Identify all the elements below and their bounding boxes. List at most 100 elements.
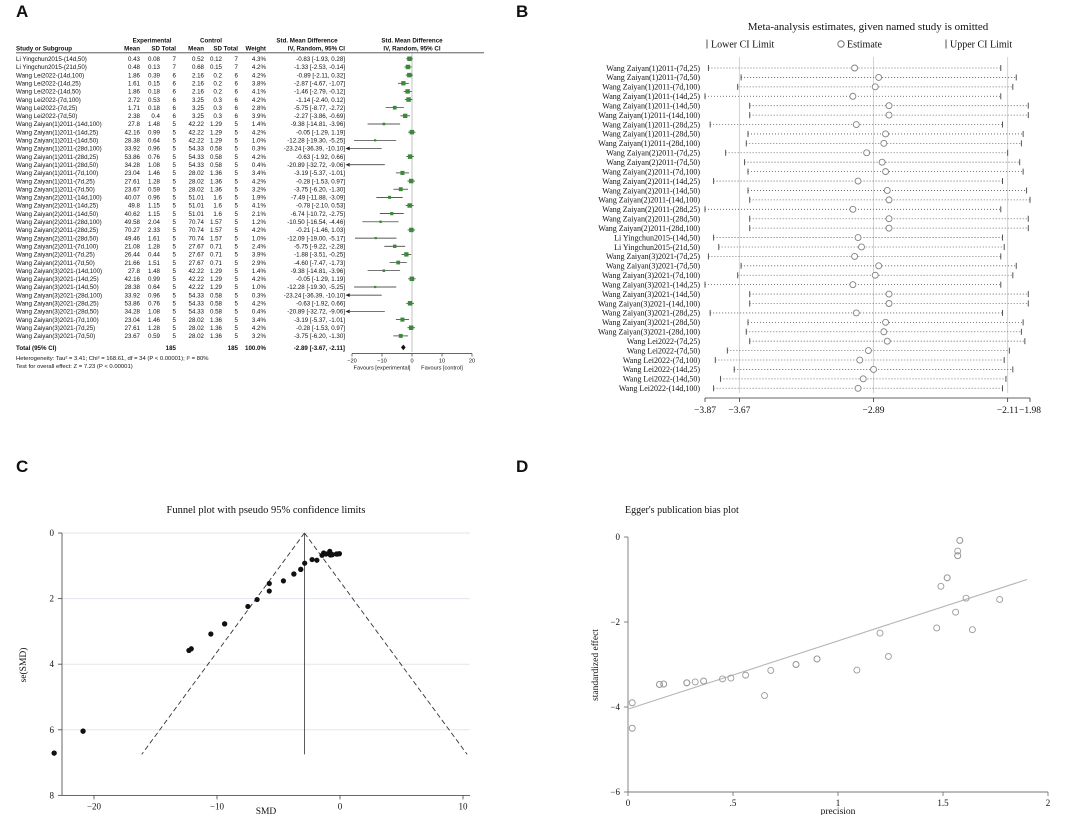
study-cell: 70.74 — [189, 235, 205, 242]
loo-estimate — [852, 309, 860, 317]
study-cell: 1.4% — [252, 121, 267, 128]
study-cell: 5 — [235, 195, 239, 202]
study-cell: 5 — [173, 211, 177, 218]
study-name: Wang Zaiyan(2)2011-(28d,50) — [16, 235, 98, 242]
study-cell: 27.67 — [189, 243, 205, 250]
study-cell: 33.92 — [125, 292, 141, 299]
col-header: SD — [151, 46, 160, 53]
effect-square — [382, 269, 386, 273]
funnel-point — [51, 750, 57, 756]
study-name: Wang Zaiyan(3)2021-(14d,25) — [16, 276, 99, 283]
study-cell: 4.2% — [252, 276, 267, 283]
study-cell: 6 — [173, 72, 177, 79]
loo-study-label: Wang Zaiyan(2)2011-(28d,50) — [602, 215, 700, 224]
study-cell: 5 — [235, 170, 239, 177]
x-tick-label: 10 — [439, 359, 445, 365]
effect-square — [400, 170, 405, 175]
study-cell: 40.07 — [125, 195, 141, 202]
study-cell: 6 — [235, 72, 239, 79]
y-axis-label: standardized effect — [590, 629, 601, 701]
x-tick-label: 1 — [836, 798, 841, 808]
y-tick-label: 0 — [50, 528, 55, 538]
loo-study-label: Wang Zaiyan(1)2011-(14d,50) — [602, 101, 700, 110]
study-cell: -12.28 [-19.30, -5.25] — [287, 138, 345, 145]
study-cell: 42.22 — [189, 284, 205, 291]
study-cell: 4.2% — [252, 97, 267, 104]
regression-line — [627, 578, 1028, 710]
effect-square — [374, 139, 377, 142]
effect-square — [405, 89, 410, 94]
study-cell: 5 — [173, 292, 177, 299]
study-cell: 0.64 — [148, 138, 161, 145]
study-cell: 6 — [235, 113, 239, 120]
study-cell: -12.09 [-19.00, -5.17] — [287, 235, 345, 242]
egger-point — [683, 679, 691, 687]
study-cell: -3.19 [-5.37, -1.01] — [294, 317, 345, 324]
study-cell: -5.75 [-9.22, -2.28] — [294, 243, 345, 250]
study-cell: 0.3% — [252, 292, 267, 299]
study-cell: 5 — [235, 268, 239, 275]
study-cell: 5 — [173, 178, 177, 185]
study-cell: -2.27 [-3.86, -0.69] — [294, 113, 345, 120]
study-cell: 0.71 — [210, 252, 223, 259]
x-tick-label: 0 — [338, 801, 343, 811]
effect-square — [400, 317, 405, 322]
x-tick-label: −3.87 — [694, 406, 716, 416]
study-cell: 0.58 — [210, 154, 223, 161]
study-cell: 5 — [235, 260, 239, 267]
study-cell: 3.2% — [252, 333, 267, 340]
overall-effect-text: Test for overall effect: Z = 7.23 (P < 0… — [16, 364, 133, 370]
study-cell: -3.75 [-6.20, -1.30] — [294, 333, 345, 340]
x-tick-label: 10 — [459, 801, 469, 811]
study-cell: 28.38 — [125, 284, 141, 291]
study-cell: 27.8 — [128, 121, 141, 128]
study-cell: 23.04 — [125, 170, 141, 177]
study-cell: -12.28 [-19.30, -5.25] — [287, 284, 345, 291]
study-cell: -7.49 [-11.88, -3.09] — [291, 195, 345, 202]
egger-point — [656, 681, 663, 688]
study-cell: 1.48 — [148, 268, 161, 275]
study-cell: 0.58 — [210, 301, 223, 308]
study-cell: 1.51 — [148, 260, 161, 267]
loo-estimate — [885, 290, 893, 298]
study-cell: 54.33 — [189, 292, 205, 299]
study-name: Wang Zaiyan(1)2011-(7d,25) — [16, 178, 95, 185]
loo-study-label: Wang Lei2022-(14d,50) — [623, 375, 700, 384]
study-name: Wang Zaiyan(2)2011-(7d,25) — [16, 252, 95, 259]
study-cell: 0.44 — [148, 252, 161, 259]
study-cell: 1.71 — [128, 105, 141, 112]
funnel-point — [245, 603, 251, 610]
effect-square — [407, 56, 412, 62]
study-cell: 5 — [235, 162, 239, 169]
study-cell: 2.04 — [148, 219, 161, 226]
study-cell: 0.18 — [148, 105, 161, 112]
x-tick-label: −1.98 — [1019, 406, 1041, 416]
study-name: Wang Zaiyan(3)2021-(7d,100) — [16, 317, 99, 324]
study-cell: 2.9% — [252, 260, 267, 267]
study-cell: 0.53 — [148, 97, 161, 104]
study-cell: 0.43 — [128, 56, 141, 63]
col-header: Mean — [124, 46, 140, 53]
study-cell: -0.05 [-1.29, 1.19] — [296, 129, 345, 136]
study-cell: 1.29 — [210, 138, 223, 145]
study-cell: 5 — [235, 129, 239, 136]
study-cell: 6 — [173, 97, 177, 104]
study-cell: 1.36 — [210, 178, 223, 185]
col-group-header: Std. Mean Difference — [276, 38, 338, 45]
study-name: Wang Lei2022-(14d,25) — [16, 80, 81, 87]
egger-title: Egger's publication bias plot — [625, 505, 739, 516]
loo-study-label: Wang Lei2022-(14d,100) — [619, 384, 700, 393]
study-cell: 6 — [173, 113, 177, 120]
effect-square — [392, 105, 397, 110]
y-tick-label: 8 — [50, 790, 55, 800]
study-cell: 4.3% — [252, 56, 267, 63]
study-cell: 0.39 — [148, 72, 161, 79]
study-cell: 2.16 — [192, 89, 205, 96]
study-cell: 1.86 — [128, 72, 141, 79]
loo-study-label: Wang Zaiyan(3)2021-(14d,25) — [602, 280, 700, 289]
study-cell: 6 — [173, 105, 177, 112]
study-cell: 1.48 — [148, 121, 161, 128]
study-cell: 6 — [235, 105, 239, 112]
x-tick-label: −10 — [210, 801, 225, 811]
loo-estimate — [882, 130, 890, 138]
